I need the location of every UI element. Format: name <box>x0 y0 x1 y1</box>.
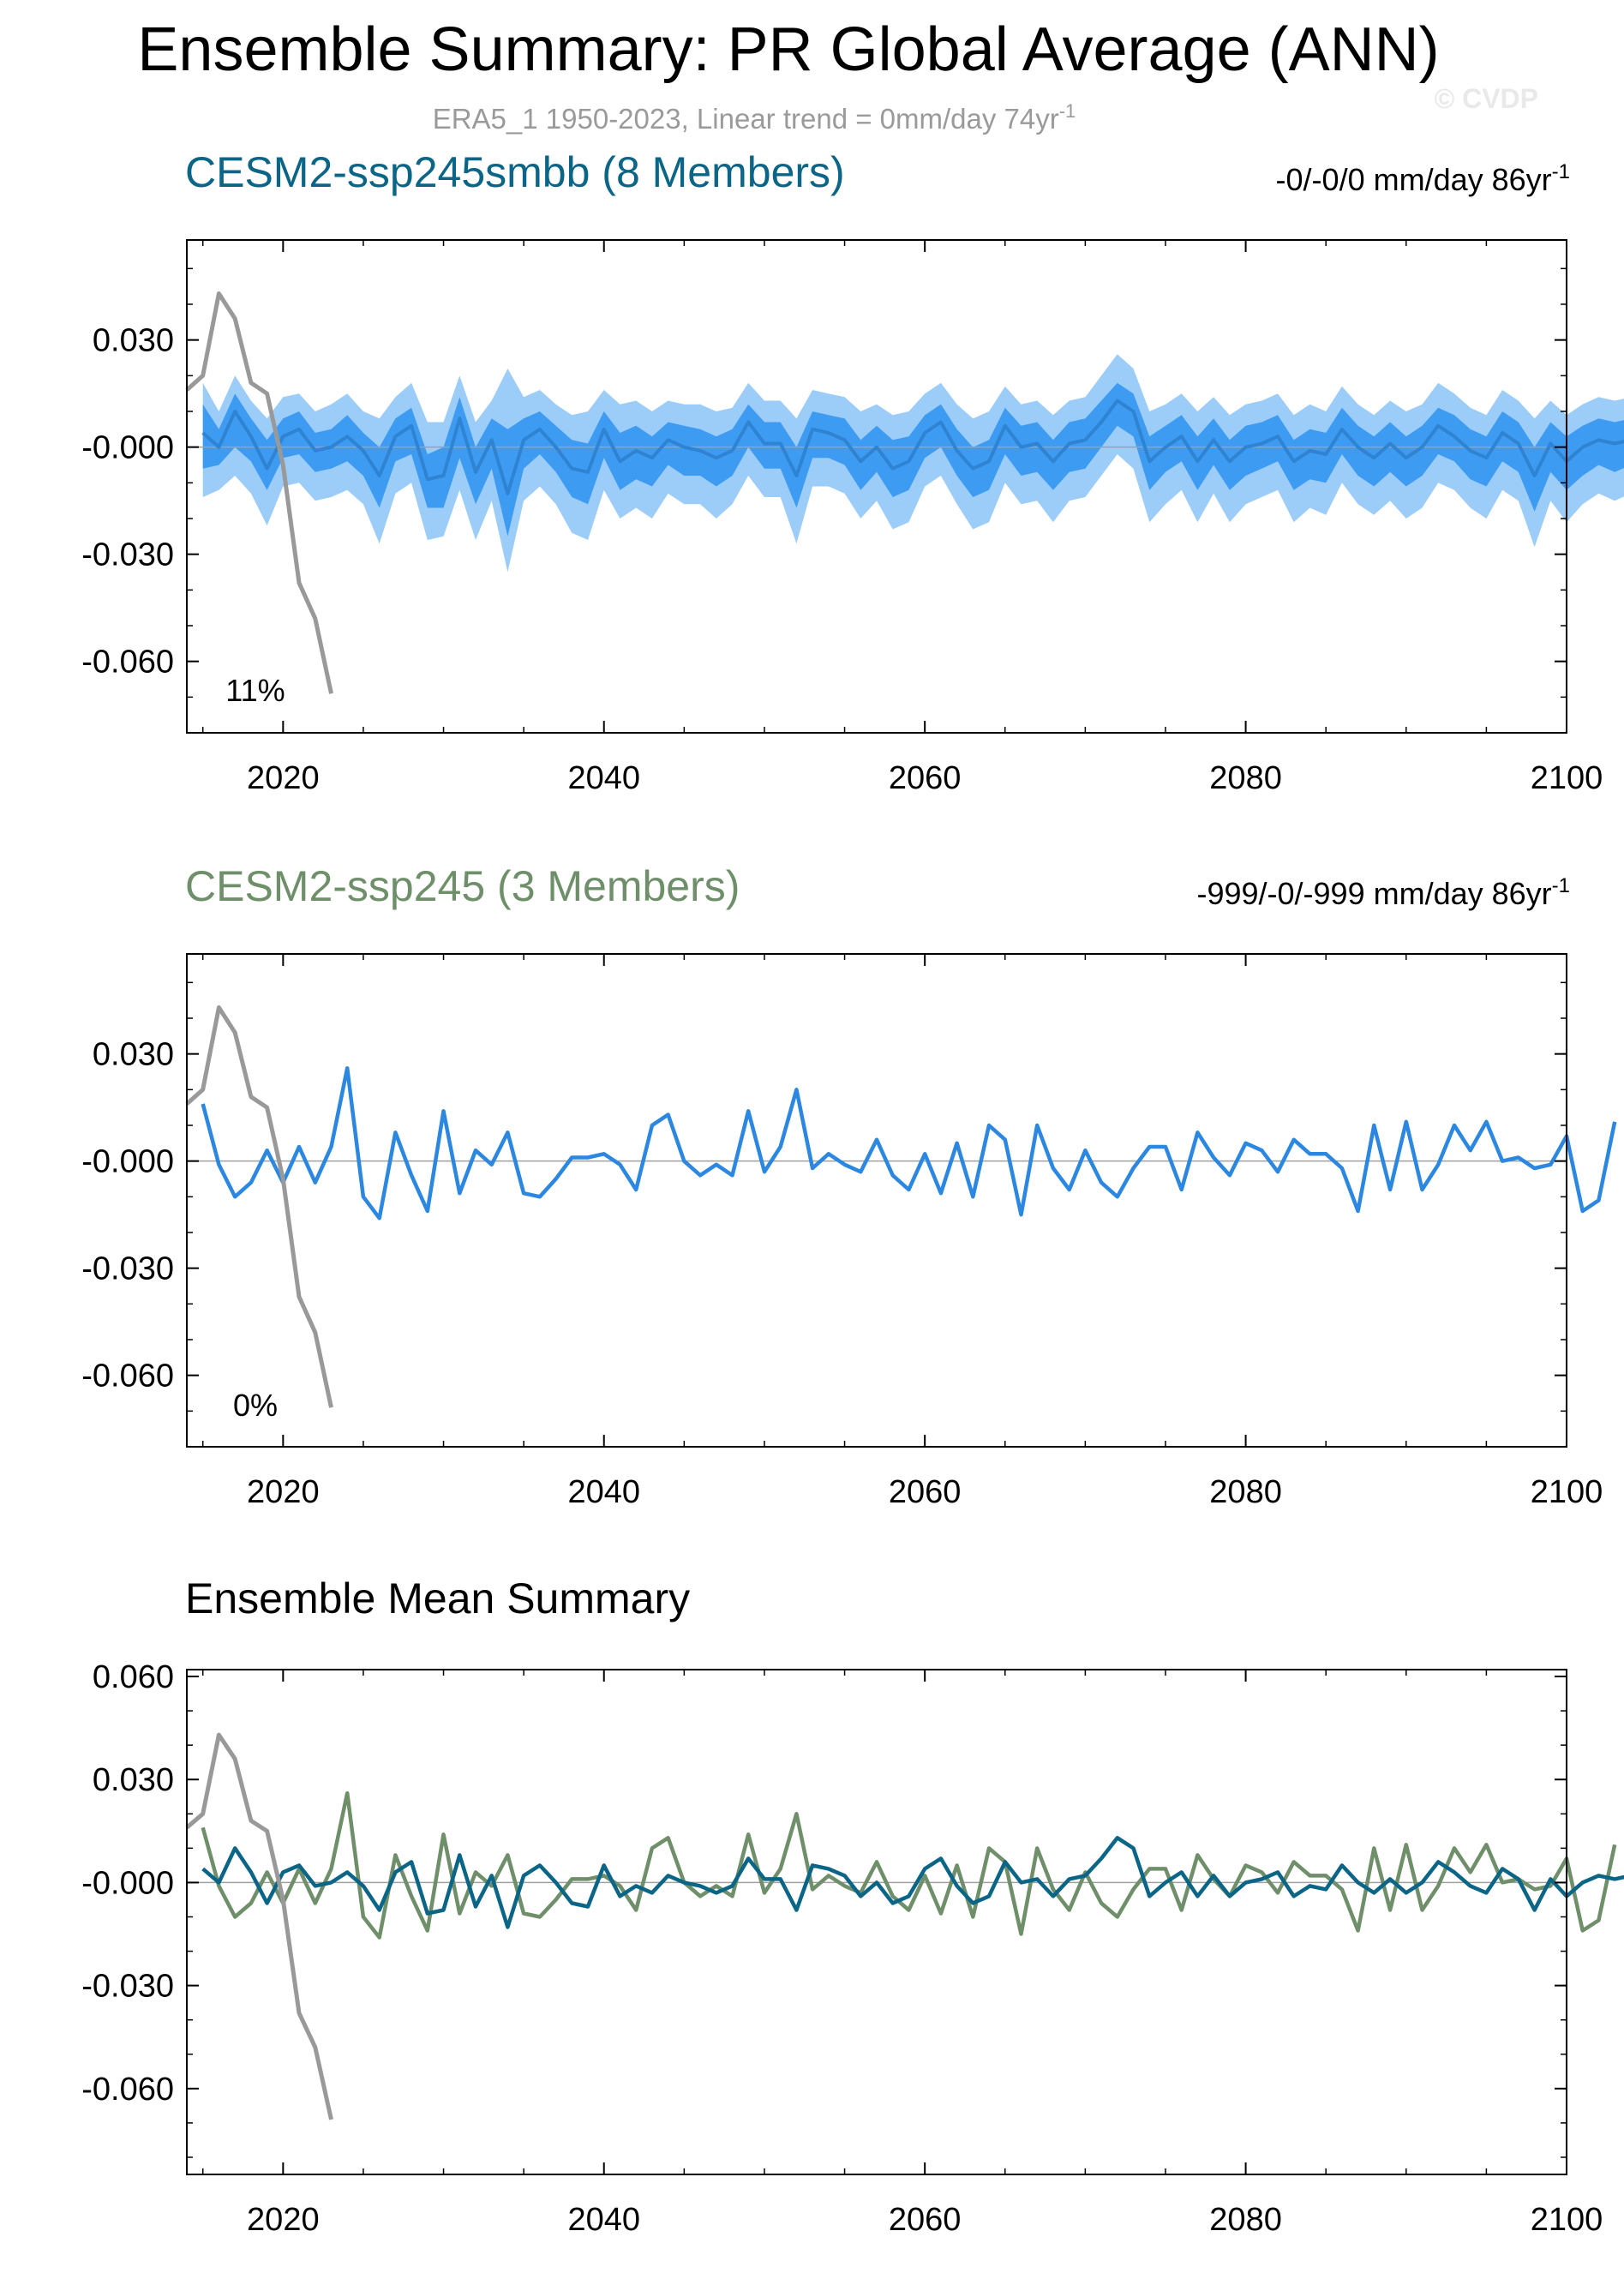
panel-stats: -999/-0/-999 mm/day 86yr-1 <box>1196 874 1570 911</box>
subtitle-superscript: -1 <box>1059 100 1076 122</box>
y-tick-label: 0.030 <box>93 1037 174 1073</box>
panel-ssp245: CESM2-ssp245 (3 Members) -999/-0/-999 mm… <box>81 862 1617 1510</box>
panel-ssp245smbb: CESM2-ssp245smbb (8 Members) -0/-0/0 mm/… <box>81 148 1624 796</box>
y-tick-label: -0.060 <box>81 1358 174 1394</box>
percent-label: 0% <box>233 1388 278 1423</box>
y-tick-label: -0.000 <box>81 1144 174 1180</box>
ssp245-mean-line <box>201 1790 1617 1940</box>
y-tick-label: -0.030 <box>81 537 174 573</box>
x-tick-label: 2100 <box>1531 1474 1603 1510</box>
figure-title: Ensemble Summary: PR Global Average (ANN… <box>137 15 1439 84</box>
y-tick-label: -0.030 <box>81 1969 174 2005</box>
plot-area: 2020 2040 2060 2080 2100 0.060 0.030 -0.000 -0.0… <box>81 1659 1624 2238</box>
y-tick-label: 0.030 <box>93 1762 174 1798</box>
panel-stats-text: -999/-0/-999 mm/day 86yr <box>1196 876 1551 911</box>
observation-line <box>185 1732 333 2120</box>
x-tick-label: 2060 <box>889 2202 962 2238</box>
panel-stats-text: -0/-0/0 mm/day 86yr <box>1276 162 1552 197</box>
subtitle-text: ERA5_1 1950-2023, Linear trend = 0mm/day… <box>433 103 1059 135</box>
x-tick-label: 2080 <box>1209 1474 1282 1510</box>
x-tick-label: 2020 <box>247 1474 320 1510</box>
plot-area: 2020 2040 2060 2080 2100 0.030 -0.000 -0.030 -0.… <box>81 239 1624 796</box>
x-tick-label: 2040 <box>567 760 640 796</box>
ensemble-mean-line <box>201 399 1624 495</box>
panel-stats-superscript: -1 <box>1552 874 1570 897</box>
panel-ensemble-mean-summary: Ensemble Mean Summary 2020 2040 2060 2080 21… <box>81 1574 1624 2238</box>
ensemble-mean-line <box>201 1066 1617 1220</box>
panel-title: Ensemble Mean Summary <box>185 1574 690 1622</box>
panel-title: CESM2-ssp245smbb (8 Members) <box>185 148 845 196</box>
plot-frame <box>186 239 1567 734</box>
x-tick-label: 2080 <box>1209 760 1282 796</box>
y-tick-label: 0.060 <box>93 1659 174 1695</box>
figure-subtitle: ERA5_1 1950-2023, Linear trend = 0mm/day… <box>433 100 1076 135</box>
panel-title: CESM2-ssp245 (3 Members) <box>185 862 740 910</box>
x-tick-label: 2100 <box>1531 2202 1603 2238</box>
percent-label: 11% <box>225 673 285 708</box>
x-tick-label: 2040 <box>567 2202 640 2238</box>
x-tick-label: 2100 <box>1531 760 1603 796</box>
x-tick-label: 2080 <box>1209 2202 1282 2238</box>
observation-line <box>185 1005 333 1408</box>
x-tick-label: 2040 <box>567 1474 640 1510</box>
plot-area: 2020 2040 2060 2080 2100 0.030 -0.000 -0.030 -0.… <box>81 953 1617 1510</box>
x-tick-label: 2020 <box>247 760 320 796</box>
ssp245smbb-mean-line <box>201 1836 1624 1929</box>
x-tick-label: 2020 <box>247 2202 320 2238</box>
y-tick-label: -0.060 <box>81 645 174 681</box>
y-tick-label: -0.030 <box>81 1251 174 1287</box>
observation-line <box>185 291 333 694</box>
cvdp-watermark: © CVDP <box>1435 83 1538 114</box>
y-tick-label: 0.030 <box>93 323 174 359</box>
plot-frame <box>186 1669 1567 2175</box>
y-tick-label: -0.060 <box>81 2072 174 2108</box>
y-tick-label: -0.000 <box>81 430 174 466</box>
panel-stats-superscript: -1 <box>1552 160 1570 183</box>
panel-stats: -0/-0/0 mm/day 86yr-1 <box>1276 160 1570 197</box>
ensemble-inner-range-band <box>202 382 1624 537</box>
y-tick-label: -0.000 <box>81 1865 174 1901</box>
plot-frame <box>186 953 1567 1448</box>
x-tick-label: 2060 <box>889 760 962 796</box>
x-tick-label: 2060 <box>889 1474 962 1510</box>
